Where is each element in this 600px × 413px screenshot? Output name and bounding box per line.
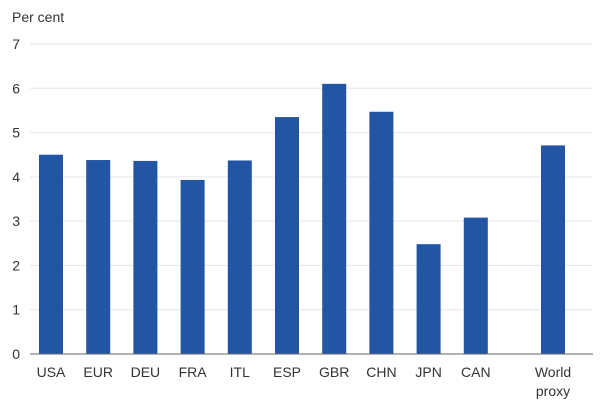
- y-tick-label: 1: [12, 302, 20, 318]
- x-tick-label: ITL: [230, 364, 250, 380]
- y-axis-label: Per cent: [12, 9, 64, 25]
- y-tick-label: 0: [12, 346, 20, 362]
- y-tick-label: 6: [12, 80, 20, 96]
- y-tick-label: 2: [12, 257, 20, 273]
- y-tick-labels: 0 1 2 3 4 5 6 7: [12, 36, 20, 362]
- bar-chn: [369, 111, 394, 354]
- y-tick-label: 3: [12, 213, 20, 229]
- x-tick-label: DEU: [131, 364, 161, 380]
- x-tick-label: GBR: [319, 364, 349, 380]
- bar-esp: [275, 117, 299, 354]
- bar-usa: [39, 154, 63, 354]
- x-tick-labels: USA EUR DEU FRA ITL ESP GBR CHN JPN CAN World proxy: [37, 364, 572, 399]
- bar-gbr: [322, 83, 347, 354]
- bar-jpn: [416, 244, 441, 354]
- x-tick-label: CHN: [366, 364, 396, 380]
- y-tick-label: 7: [12, 36, 20, 52]
- bar-deu: [133, 160, 158, 354]
- x-tick-label: CAN: [461, 364, 491, 380]
- x-tick-label: JPN: [415, 364, 441, 380]
- bar-itl: [227, 160, 252, 354]
- x-tick-label: USA: [37, 364, 66, 380]
- bar-fra: [180, 179, 205, 354]
- bar-eur: [86, 160, 111, 354]
- gridlines: [30, 43, 593, 311]
- x-tick-label: EUR: [83, 364, 113, 380]
- x-tick-label: World proxy: [535, 364, 571, 399]
- y-tick-label: 4: [12, 169, 20, 185]
- y-tick-label: 5: [12, 125, 20, 141]
- x-tick-label: FRA: [179, 364, 208, 380]
- x-tick-label: ESP: [273, 364, 301, 380]
- bars: [39, 83, 565, 354]
- bar-world-proxy: [541, 145, 565, 354]
- bar-can: [463, 217, 488, 354]
